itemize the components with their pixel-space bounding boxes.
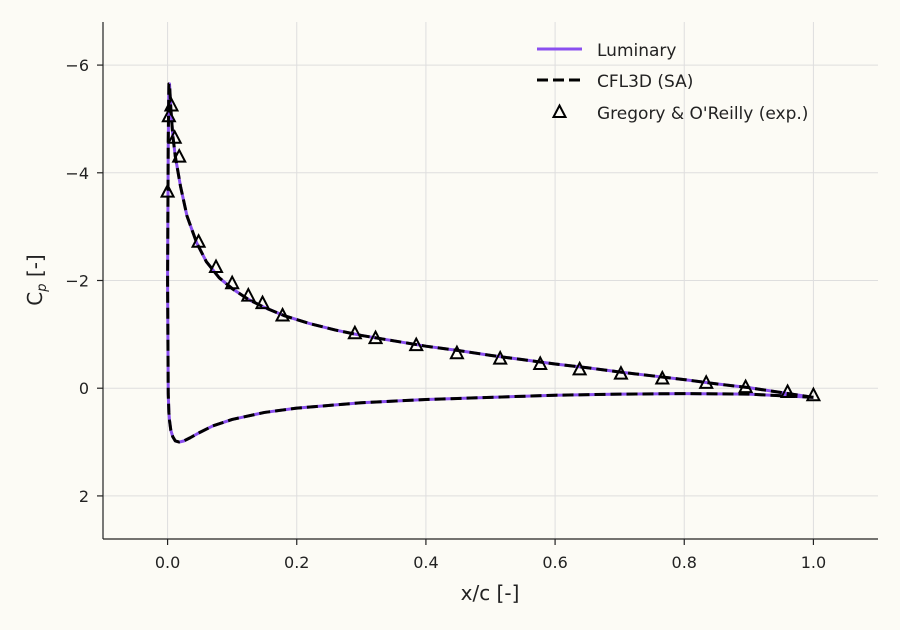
y-axis-title-main: C [23, 292, 47, 306]
experiment-marker [613, 365, 629, 380]
experiment-marker [654, 369, 670, 385]
experiment-marker [492, 349, 508, 365]
x-tick-label: 0.4 [413, 553, 438, 572]
experiment-marker [367, 329, 384, 345]
x-axis-title: x/c [-] [461, 581, 520, 605]
experiment-marker [449, 344, 465, 360]
experiment-marker [347, 324, 363, 340]
legend-swatch-experiment [551, 103, 568, 118]
experiment-marker [408, 336, 424, 352]
experiment-marker [698, 374, 714, 389]
experiment-marker [208, 258, 224, 274]
series-layer [159, 82, 822, 444]
experiment-marker [274, 306, 291, 322]
experiment-marker [163, 96, 180, 112]
experiment-marker [167, 129, 183, 144]
x-tick-label: 1.0 [801, 553, 826, 572]
legend-label-luminary: Luminary [597, 41, 676, 61]
experiment-marker [779, 383, 796, 398]
experiment-marker [159, 182, 176, 198]
x-tick-label: 0.8 [672, 553, 697, 572]
x-tick-label: 0.6 [542, 553, 567, 572]
x-tick-label: 0.2 [284, 553, 309, 572]
legend-label-experiment: Gregory & O'Reilly (exp.) [597, 104, 808, 124]
experiment-marker [737, 378, 754, 394]
y-tick-label: −4 [65, 164, 89, 183]
experiment-marker [571, 360, 588, 376]
y-tick-label: 0 [79, 379, 89, 398]
legend: Luminary CFL3D (SA) Gregory & O'Reilly (… [537, 41, 808, 124]
experiment-marker [532, 355, 548, 370]
y-tick-label: 2 [79, 487, 89, 506]
experiment-marker [240, 286, 256, 302]
experiment-marker [171, 147, 187, 163]
y-tick-label: −2 [65, 272, 89, 291]
grid [103, 22, 878, 539]
legend-label-cfl3d: CFL3D (SA) [597, 72, 693, 92]
x-tick-label: 0.0 [155, 553, 180, 572]
y-axis-title-suffix: [-] [23, 254, 47, 283]
experiment-marker [805, 386, 822, 402]
experiment-marker [224, 274, 240, 290]
y-tick-label: −6 [65, 56, 89, 75]
cfl3d-curve [166, 82, 814, 444]
ticks: 0.0 0.2 0.4 0.6 0.8 1.0 −6 −4 −2 0 2 [65, 56, 826, 572]
experiment-marker [254, 294, 271, 310]
experiment-marker [161, 107, 177, 123]
y-axis-title: Cp [-] [23, 254, 50, 305]
experiment-marker [190, 233, 207, 248]
y-axis-title-sub: p [35, 283, 50, 292]
